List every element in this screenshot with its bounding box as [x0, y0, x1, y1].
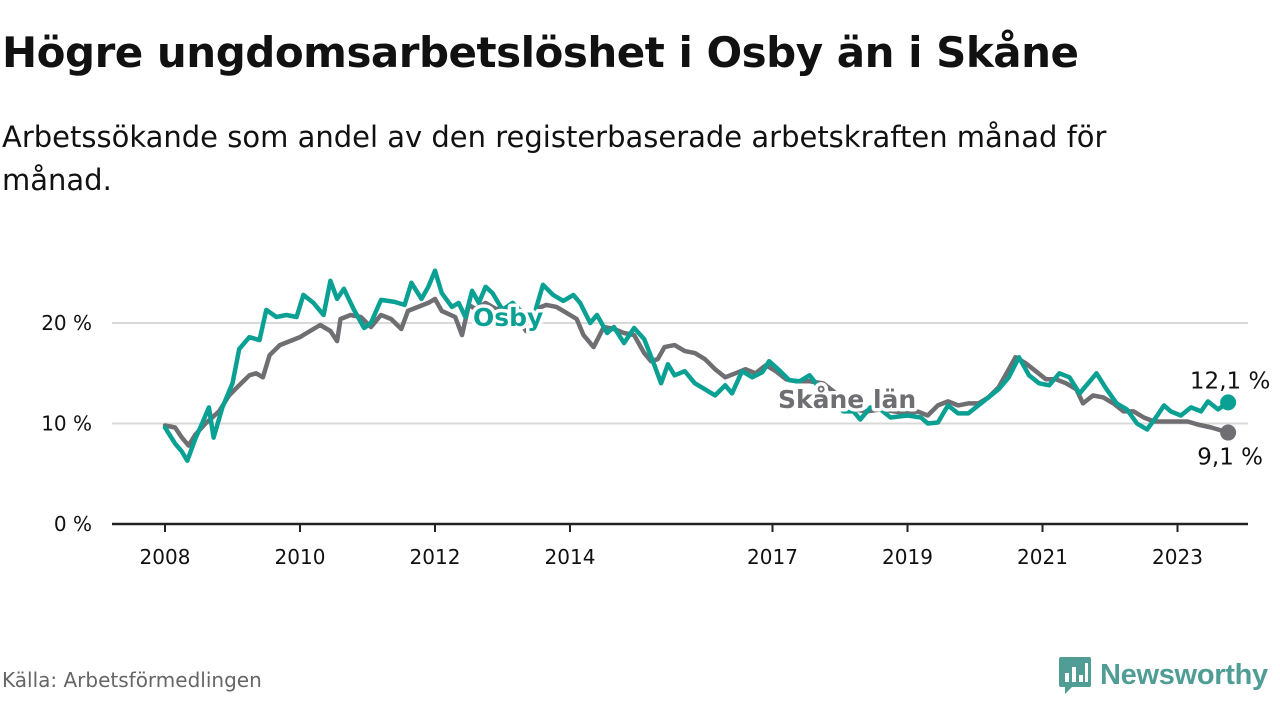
series-lines	[162, 268, 1231, 463]
chart-subtitle: Arbetssökande som andel av den registerb…	[2, 120, 1107, 197]
x-tick-label: 2023	[1152, 545, 1203, 569]
brand-logo[interactable]: Newsworthy	[1058, 655, 1268, 695]
series-labels: Osby Skåne län	[470, 300, 920, 418]
chart-title: Högre ungdomsarbetslöshet i Osby än i Sk…	[2, 28, 1079, 77]
y-axis-ticks: 0 % 10 % 20 %	[41, 311, 92, 536]
newsworthy-logo-icon	[1059, 657, 1091, 694]
end-marker-osby	[1220, 394, 1237, 411]
brand-name: Newsworthy	[1100, 658, 1268, 691]
x-tick-label: 2012	[410, 545, 461, 569]
end-marker-skane	[1220, 424, 1237, 441]
x-tick-label: 2010	[275, 545, 326, 569]
y-tick-label: 20 %	[41, 311, 92, 335]
end-markers: 12,1 % 9,1 %	[1190, 368, 1270, 470]
series-line-skane	[162, 296, 1231, 448]
x-tick-label: 2008	[140, 545, 191, 569]
x-tick-label: 2017	[747, 545, 798, 569]
series-line-osby	[162, 268, 1231, 463]
gridlines	[112, 322, 1248, 425]
end-value-osby: 12,1 %	[1190, 368, 1270, 394]
x-tick-label: 2014	[545, 545, 596, 569]
x-axis-ticks: 2008 2010 2012 2014 2017 2019 2021 2023	[112, 522, 1248, 569]
end-value-skane: 9,1 %	[1197, 445, 1263, 471]
series-label-skane: Skåne län	[778, 385, 916, 414]
series-label-osby: Osby	[473, 303, 543, 332]
x-tick-label: 2021	[1017, 545, 1068, 569]
y-tick-label: 0 %	[54, 512, 92, 536]
y-tick-label: 10 %	[41, 412, 92, 436]
x-tick-label: 2019	[882, 545, 933, 569]
source-note: Källa: Arbetsförmedlingen	[2, 668, 262, 692]
